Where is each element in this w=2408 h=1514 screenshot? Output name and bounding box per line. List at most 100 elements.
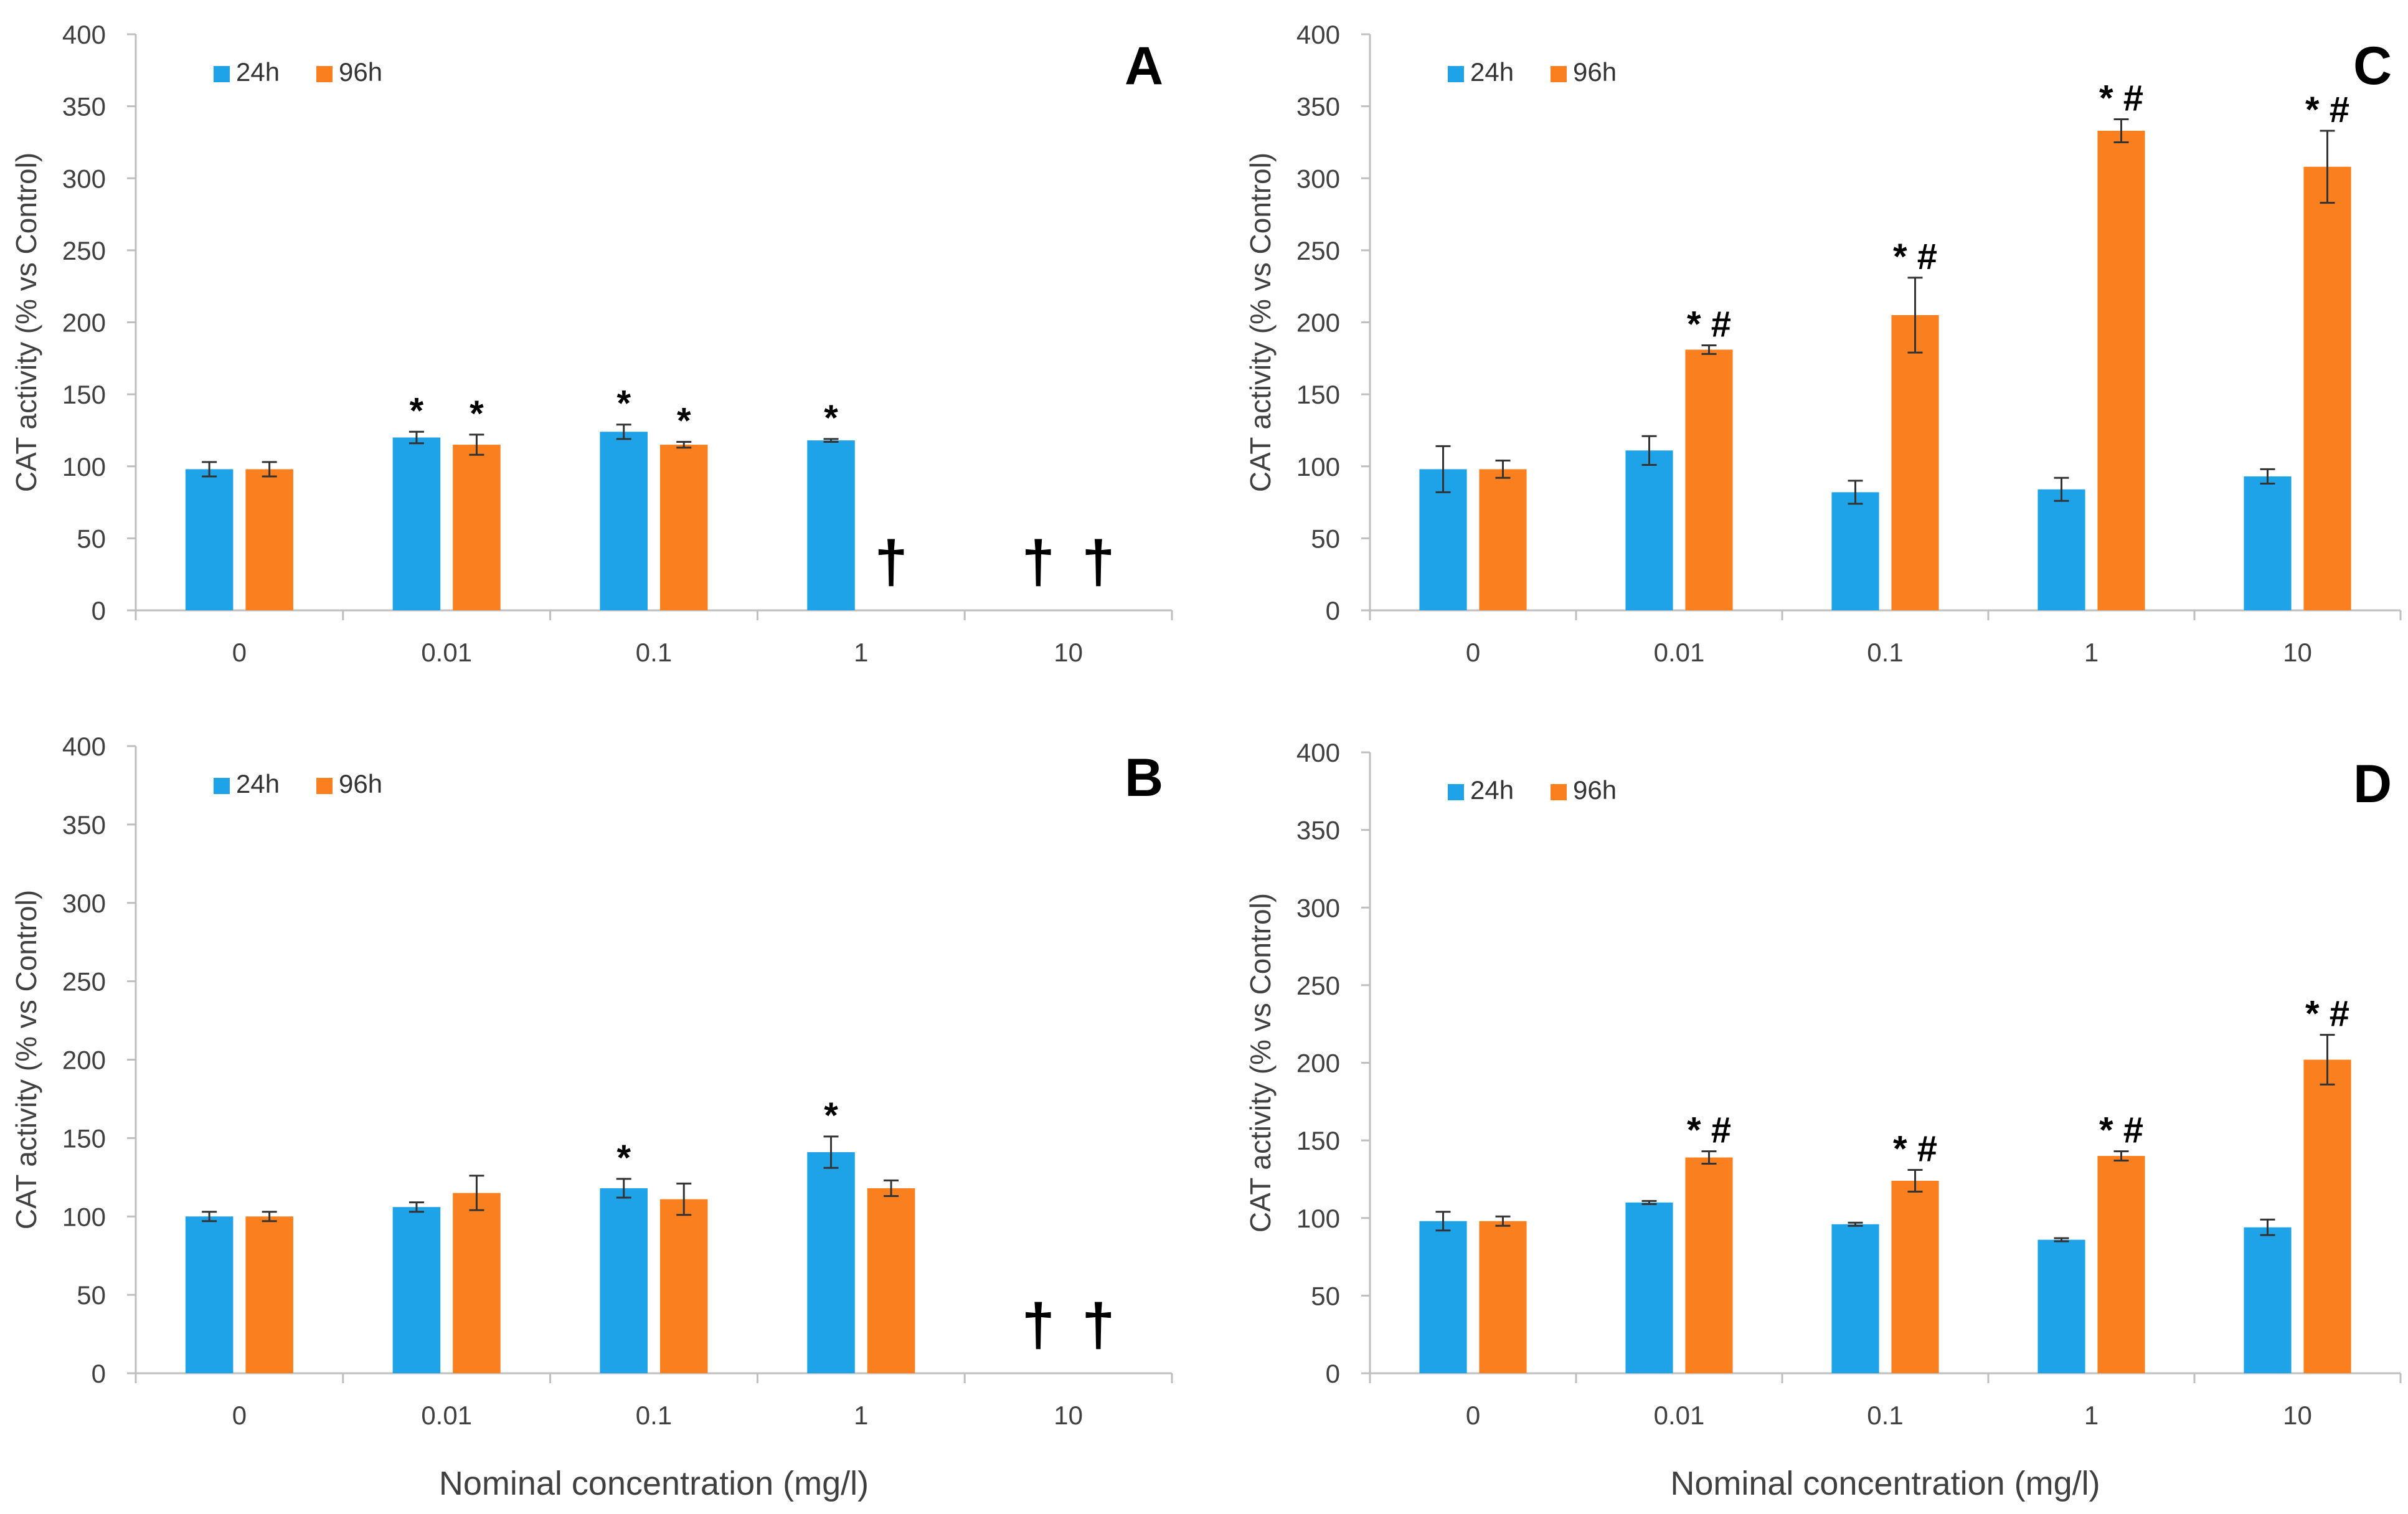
- panel-d-x-tick-label: 10: [2283, 1401, 2312, 1430]
- panel-b-legend-label-96h: 96h: [339, 769, 382, 798]
- panel-b-bar-24h-1: [807, 1152, 855, 1373]
- panel-c-bar-24h-0.1: [1831, 492, 1879, 610]
- panel-b-mortality-dagger: †: [1022, 1292, 1055, 1358]
- panel-c-y-tick-label: 0: [1326, 596, 1340, 625]
- panel-a-bar-24h-0.01: [392, 437, 441, 610]
- panel-c-y-tick-label: 150: [1296, 380, 1340, 409]
- panel-b-legend-swatch-96h: [316, 778, 333, 794]
- panel-a-bar-96h-0.01: [453, 445, 501, 610]
- panel-b-y-tick-label: 150: [62, 1124, 106, 1153]
- panel-c-y-tick-label: 50: [1311, 524, 1340, 553]
- panel-d-legend-label-24h: 24h: [1470, 775, 1514, 805]
- panel-b-x-axis-title: Nominal concentration (mg/l): [439, 1465, 869, 1502]
- panel-b-significance-label: *: [616, 1138, 631, 1178]
- panel-b-y-tick-label: 250: [62, 967, 106, 996]
- panel-d-significance-label: * #: [2099, 1110, 2143, 1151]
- panel-b-bar-96h-1: [867, 1188, 915, 1373]
- panel-d-y-tick-label: 350: [1296, 816, 1340, 845]
- panel-b-bar-96h-0: [245, 1216, 293, 1373]
- panel-b-y-tick-label: 400: [62, 732, 106, 761]
- panel-b-y-tick-label: 100: [62, 1202, 106, 1231]
- panel-d-significance-label: * #: [1893, 1128, 1937, 1169]
- panel-c-bar-96h-0.01: [1685, 349, 1733, 610]
- panel-d-bar-24h-0.1: [1831, 1224, 1879, 1373]
- panel-d-significance-label: * #: [1687, 1110, 1731, 1151]
- panel-a-significance-label: *: [410, 390, 424, 431]
- panel-a-x-tick-label: 0: [232, 638, 247, 667]
- panel-d-x-tick-label: 0.1: [1867, 1401, 1903, 1430]
- panel-b-y-axis-title: CAT activity (% vs Control): [10, 890, 42, 1229]
- panel-a-letter: A: [1125, 36, 1163, 96]
- panel-d-y-axis-title: CAT activity (% vs Control): [1244, 893, 1277, 1232]
- panel-b-x-tick-label: 1: [854, 1401, 868, 1430]
- panel-a-y-tick-label: 0: [92, 596, 106, 625]
- panel-a-legend-label-24h: 24h: [236, 57, 280, 87]
- panel-c-significance-label: * #: [2305, 90, 2349, 130]
- panel-d-chart: 0 50 100 150 200 250 300 350 400 0 0.01 0.1 1 10 CAT a…: [1244, 738, 2402, 1502]
- panel-c-bar-96h-0: [1479, 469, 1527, 610]
- panel-b-bar-96h-0.1: [659, 1199, 708, 1373]
- panel-a-mortality-dagger: †: [1022, 529, 1055, 595]
- panel-d-x-tick-label: 0.01: [1654, 1401, 1705, 1430]
- panel-d-x-tick-label: 0: [1466, 1401, 1480, 1430]
- panel-c-chart: 0 50 100 150 200 250 300 350 400 0 0.01 0.1 1 10 CAT a…: [1244, 20, 2402, 667]
- panel-c-legend-swatch-24h: [1448, 66, 1464, 82]
- panel-d-significance-label: * #: [2305, 994, 2349, 1034]
- panel-d-legend-swatch-24h: [1448, 784, 1464, 800]
- panel-a-x-tick-label: 10: [1054, 638, 1083, 667]
- panel-a-chart: 0 50 100 150 200 250 300 350 400 0 0.01 0.1 1 10 CAT a…: [10, 20, 1173, 667]
- panel-a-bar-24h-0: [185, 469, 234, 610]
- panel-a-bar-96h-0: [245, 469, 293, 610]
- panel-c-y-tick-label: 250: [1296, 236, 1340, 265]
- panel-b-x-tick-label: 0.1: [636, 1401, 672, 1430]
- panel-b-bar-24h-0: [185, 1216, 234, 1373]
- panel-b-y-tick-label: 200: [62, 1046, 106, 1075]
- panel-c-x-tick-label: 0: [1466, 638, 1480, 667]
- panel-b-y-tick-label: 50: [77, 1280, 106, 1310]
- panel-a-bar-96h-0.1: [659, 445, 708, 610]
- panel-a-legend-swatch-24h: [214, 66, 230, 82]
- panel-c-bar-24h-10: [2244, 476, 2292, 610]
- panel-a-legend-label-96h: 96h: [339, 57, 382, 87]
- panel-c-legend-swatch-96h: [1551, 66, 1567, 82]
- panel-b-bar-96h-0.01: [453, 1193, 501, 1373]
- panel-c-bar-96h-1: [2097, 130, 2145, 610]
- panel-b-y-tick-label: 350: [62, 810, 106, 840]
- panel-a-y-tick-label: 200: [62, 308, 106, 338]
- panel-a-y-axis-title: CAT activity (% vs Control): [10, 153, 42, 492]
- panel-a-significance-label: *: [470, 394, 484, 434]
- panel-c-bar-24h-1: [2037, 489, 2085, 610]
- panel-d-y-tick-label: 150: [1296, 1126, 1340, 1155]
- panel-a-x-tick-label: 1: [854, 638, 868, 667]
- panel-a-mortality-dagger: †: [874, 529, 907, 595]
- panel-d-y-tick-label: 50: [1311, 1281, 1340, 1310]
- panel-d-bar-24h-0: [1419, 1221, 1467, 1373]
- panel-b-y-tick-label: 300: [62, 889, 106, 918]
- panel-a-y-tick-label: 100: [62, 452, 106, 481]
- panel-c-significance-label: * #: [2099, 78, 2143, 118]
- panel-b-mortality-dagger: †: [1082, 1292, 1115, 1358]
- panel-c-x-tick-label: 0.1: [1867, 638, 1903, 667]
- panel-c-y-tick-label: 350: [1296, 92, 1340, 121]
- panel-c-y-axis-title: CAT activity (% vs Control): [1244, 153, 1277, 492]
- panel-a-x-tick-label: 0.01: [421, 638, 472, 667]
- panel-d-letter: D: [2353, 754, 2392, 814]
- panel-c-x-tick-label: 1: [2084, 638, 2099, 667]
- panel-c-bar-96h-0.1: [1891, 315, 1939, 610]
- panel-a-bar-24h-0.1: [600, 432, 648, 610]
- panel-a-y-tick-label: 300: [62, 164, 106, 193]
- panel-c-significance-label: * #: [1687, 305, 1731, 345]
- panel-c-bar-96h-10: [2303, 166, 2351, 610]
- panel-d-y-tick-label: 250: [1296, 971, 1340, 1000]
- panel-d-bar-24h-10: [2244, 1227, 2292, 1373]
- panel-d-bar-24h-0.01: [1625, 1202, 1673, 1373]
- panel-c-y-tick-label: 100: [1296, 452, 1340, 481]
- panel-b-bar-24h-0.01: [392, 1207, 441, 1373]
- panel-b-x-tick-label: 0.01: [421, 1401, 472, 1430]
- panel-c-y-tick-label: 300: [1296, 164, 1340, 193]
- panel-b-chart: 0 50 100 150 200 250 300 350 400 0 0.01 0.1 1 10 CAT a…: [10, 732, 1173, 1502]
- panel-d-y-tick-label: 300: [1296, 893, 1340, 922]
- panel-d-bar-96h-1: [2097, 1156, 2145, 1373]
- panel-a-y-tick-label: 150: [62, 380, 106, 409]
